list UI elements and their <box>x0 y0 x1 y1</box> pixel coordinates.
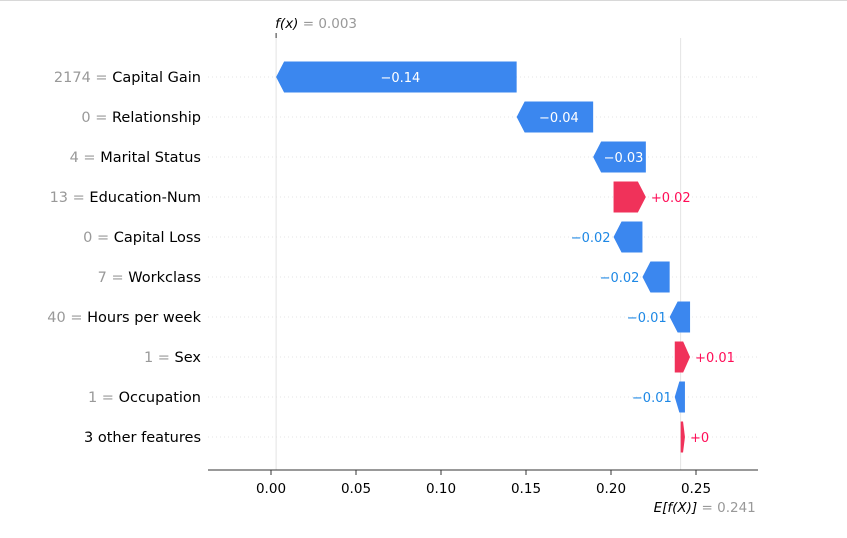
feature-name: Education-Num <box>89 190 201 206</box>
feature-label: 7 = Workclass <box>98 270 201 286</box>
feature-label: 1 = Occupation <box>88 390 201 406</box>
positive-contribution-bar <box>674 341 691 373</box>
negative-contribution-bar <box>669 301 691 333</box>
feature-name: Capital Loss <box>114 230 201 246</box>
x-axis-tick-label: 0.10 <box>426 481 456 497</box>
contribution-label: +0.01 <box>695 351 735 366</box>
contribution-label: −0.04 <box>539 111 579 126</box>
contribution-label: −0.01 <box>627 311 667 326</box>
feature-value: 0 <box>83 230 92 246</box>
equals-sign: = <box>79 150 100 166</box>
feature-label: 3 other features <box>84 430 201 446</box>
x-axis-tick-label: 0.25 <box>681 481 711 497</box>
feature-value: 2174 <box>54 70 91 86</box>
equals-sign: = <box>91 70 112 86</box>
positive-contribution-bar <box>680 421 685 453</box>
feature-label: 13 = Education-Num <box>50 190 201 206</box>
feature-name: Capital Gain <box>112 70 201 86</box>
feature-name: Hours per week <box>87 310 201 326</box>
x-axis-tick-label: 0.20 <box>596 481 626 497</box>
feature-value: 7 <box>98 270 107 286</box>
positive-contribution-bar <box>613 181 646 213</box>
feature-value: 4 <box>70 150 79 166</box>
feature-value: 13 <box>50 190 68 206</box>
negative-contribution-bar <box>642 261 670 293</box>
equals-sign: = <box>66 310 87 326</box>
contribution-label: −0.02 <box>600 271 640 286</box>
contribution-label: −0.01 <box>632 391 672 406</box>
contribution-label: +0 <box>690 431 709 446</box>
equals-sign: = <box>68 190 89 206</box>
contribution-label: +0.02 <box>651 191 691 206</box>
x-axis-tick-label: 0.05 <box>341 481 371 497</box>
contribution-label: −0.03 <box>604 151 644 166</box>
feature-value: 1 <box>88 390 97 406</box>
contribution-label: −0.14 <box>380 71 420 86</box>
feature-name: Marital Status <box>100 150 201 166</box>
feature-value: 0 <box>81 110 90 126</box>
feature-label: 0 = Relationship <box>81 110 201 126</box>
feature-label: 40 = Hours per week <box>47 310 201 326</box>
fx-annotation: f(x) = 0.003 <box>275 16 357 32</box>
top-border <box>0 0 847 1</box>
feature-label: 0 = Capital Loss <box>83 230 201 246</box>
fx-label: f(x) <box>275 16 298 32</box>
negative-contribution-bar <box>593 141 646 173</box>
feature-name: Relationship <box>112 110 201 126</box>
negative-contribution-bar <box>516 101 594 133</box>
negative-contribution-bar <box>613 221 643 253</box>
expected-value-annotation: E[f(X)] = 0.241 <box>654 500 756 516</box>
feature-label: 1 = Sex <box>144 350 201 366</box>
fx-value: = 0.003 <box>298 16 357 32</box>
equals-sign: = <box>107 270 128 286</box>
negative-contribution-bar <box>276 61 517 93</box>
equals-sign: = <box>92 230 113 246</box>
feature-value: 40 <box>47 310 65 326</box>
feature-name: 3 other features <box>84 430 201 446</box>
feature-label: 4 = Marital Status <box>70 150 201 166</box>
equals-sign: = <box>153 350 174 366</box>
feature-value: 1 <box>144 350 153 366</box>
feature-name: Sex <box>175 350 202 366</box>
feature-label: 2174 = Capital Gain <box>54 70 201 86</box>
expected-value: = 0.241 <box>697 500 756 516</box>
feature-name: Workclass <box>128 270 201 286</box>
x-axis-tick-label: 0.15 <box>511 481 541 497</box>
negative-contribution-bar <box>674 381 685 413</box>
expected-label: E[f(X)] <box>654 500 698 516</box>
feature-name: Occupation <box>119 390 201 406</box>
contribution-label: −0.02 <box>571 231 611 246</box>
x-axis-tick-label: 0.00 <box>256 481 286 497</box>
equals-sign: = <box>91 110 112 126</box>
equals-sign: = <box>97 390 118 406</box>
